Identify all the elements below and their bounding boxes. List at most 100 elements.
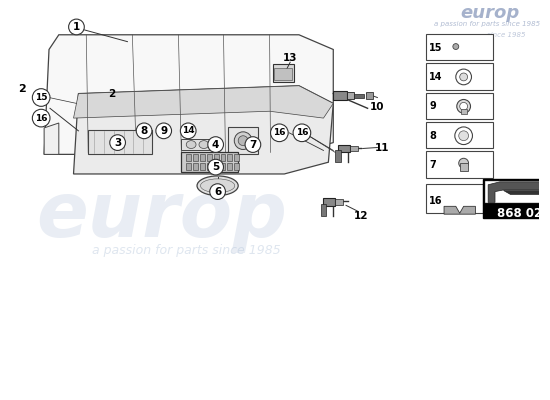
Circle shape bbox=[455, 127, 472, 144]
Circle shape bbox=[69, 19, 84, 35]
Ellipse shape bbox=[197, 176, 238, 196]
Polygon shape bbox=[503, 190, 550, 194]
Circle shape bbox=[460, 102, 467, 110]
Circle shape bbox=[238, 136, 248, 146]
Circle shape bbox=[136, 123, 152, 139]
Circle shape bbox=[456, 69, 471, 85]
Text: 16: 16 bbox=[35, 114, 47, 123]
Circle shape bbox=[180, 123, 196, 139]
Bar bbox=[228, 127, 258, 154]
Circle shape bbox=[293, 124, 311, 142]
Text: 15: 15 bbox=[35, 93, 47, 102]
Ellipse shape bbox=[199, 141, 209, 148]
Text: 9: 9 bbox=[430, 101, 436, 111]
Bar bbox=[426, 63, 493, 90]
Circle shape bbox=[460, 73, 467, 81]
Text: 1: 1 bbox=[73, 22, 80, 32]
Text: 10: 10 bbox=[370, 102, 384, 112]
Bar bbox=[426, 184, 483, 213]
Bar bbox=[347, 92, 354, 100]
Bar bbox=[426, 152, 493, 178]
Circle shape bbox=[156, 123, 172, 139]
Bar bbox=[227, 154, 232, 161]
Polygon shape bbox=[488, 182, 550, 202]
Bar bbox=[207, 163, 212, 170]
Circle shape bbox=[32, 109, 50, 127]
Text: 15: 15 bbox=[430, 42, 443, 52]
Text: 7: 7 bbox=[249, 140, 257, 150]
Bar bbox=[221, 154, 225, 161]
Bar bbox=[221, 163, 225, 170]
Text: 2: 2 bbox=[108, 88, 116, 98]
Circle shape bbox=[208, 137, 223, 152]
Circle shape bbox=[110, 135, 125, 150]
Bar bbox=[182, 152, 238, 172]
Text: 16: 16 bbox=[296, 128, 308, 137]
Bar bbox=[338, 144, 350, 152]
Polygon shape bbox=[44, 123, 59, 154]
Bar bbox=[214, 154, 218, 161]
Polygon shape bbox=[74, 86, 333, 118]
Bar bbox=[333, 91, 347, 100]
Text: 14: 14 bbox=[182, 126, 195, 135]
Text: 9: 9 bbox=[160, 126, 167, 136]
Bar bbox=[485, 181, 550, 203]
Bar bbox=[274, 68, 292, 80]
Ellipse shape bbox=[186, 141, 196, 148]
Text: 16: 16 bbox=[430, 196, 443, 206]
Text: 8: 8 bbox=[140, 126, 148, 136]
Circle shape bbox=[453, 44, 459, 50]
Bar bbox=[323, 198, 336, 206]
Ellipse shape bbox=[200, 179, 235, 192]
Text: europ: europ bbox=[36, 179, 287, 253]
Circle shape bbox=[459, 158, 469, 168]
Polygon shape bbox=[444, 206, 475, 214]
Text: since 1985: since 1985 bbox=[487, 32, 525, 38]
Text: 2: 2 bbox=[18, 84, 25, 94]
Text: europ: europ bbox=[460, 4, 520, 22]
Text: 6: 6 bbox=[214, 187, 221, 197]
Circle shape bbox=[32, 89, 50, 106]
Text: 5: 5 bbox=[212, 162, 219, 172]
Circle shape bbox=[210, 184, 226, 200]
Bar bbox=[200, 163, 205, 170]
Bar bbox=[193, 163, 198, 170]
Bar bbox=[200, 154, 205, 161]
Circle shape bbox=[208, 159, 223, 175]
Circle shape bbox=[271, 124, 288, 142]
Bar bbox=[354, 94, 364, 98]
Bar bbox=[321, 204, 326, 216]
Polygon shape bbox=[44, 35, 333, 154]
Bar bbox=[366, 92, 373, 100]
Bar bbox=[336, 150, 341, 162]
Bar bbox=[336, 200, 343, 205]
Circle shape bbox=[457, 100, 470, 113]
Bar bbox=[207, 154, 212, 161]
Text: 7: 7 bbox=[430, 160, 436, 170]
Polygon shape bbox=[74, 86, 333, 174]
Bar bbox=[234, 163, 239, 170]
Bar bbox=[214, 163, 218, 170]
Bar bbox=[234, 154, 239, 161]
Circle shape bbox=[245, 137, 261, 152]
Circle shape bbox=[459, 131, 469, 141]
Bar bbox=[426, 34, 493, 60]
Text: 8: 8 bbox=[430, 131, 436, 141]
Text: 16: 16 bbox=[273, 128, 285, 137]
Bar bbox=[186, 163, 191, 170]
Text: a passion for parts since 1985: a passion for parts since 1985 bbox=[434, 21, 540, 27]
Text: 13: 13 bbox=[283, 53, 298, 63]
Text: a passion for parts since 1985: a passion for parts since 1985 bbox=[92, 244, 280, 257]
Text: 14: 14 bbox=[430, 72, 443, 82]
Text: 868 02: 868 02 bbox=[497, 207, 542, 220]
Bar bbox=[426, 122, 493, 148]
Bar bbox=[461, 109, 466, 114]
Bar bbox=[227, 163, 232, 170]
Bar bbox=[483, 179, 550, 218]
Bar bbox=[88, 130, 152, 154]
Bar bbox=[460, 163, 467, 171]
Text: 11: 11 bbox=[375, 142, 389, 152]
Bar bbox=[193, 154, 198, 161]
Bar bbox=[426, 93, 493, 119]
Bar bbox=[186, 154, 191, 161]
